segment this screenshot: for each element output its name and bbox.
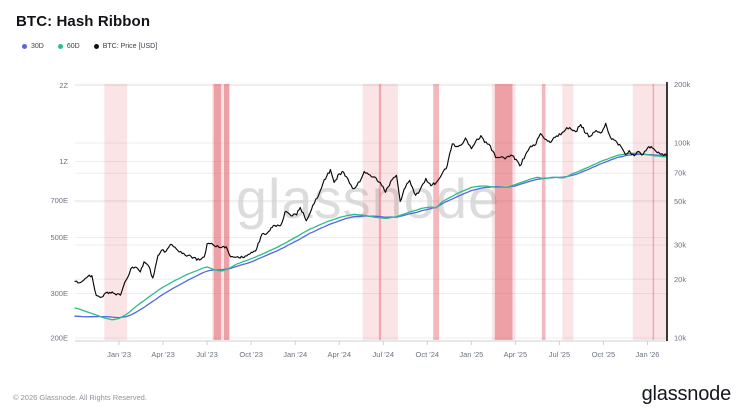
capitulation-band (362, 84, 398, 340)
legend-label-60d: 60D (66, 43, 80, 50)
capitulation-band (541, 84, 546, 340)
x-axis-tick-label: Oct '25 (592, 350, 616, 359)
capitulation-band (632, 84, 667, 340)
right-axis-tick-label: 30k (674, 240, 686, 249)
x-axis-tick-label: Apr '23 (151, 350, 175, 359)
left-axis-labels: 2Z 1Z 700E 500E 300E 200E (50, 81, 68, 343)
capitulation-band (562, 84, 574, 340)
gridlines (75, 83, 667, 339)
capitulation-band (494, 84, 513, 340)
capitulation-band (104, 84, 128, 340)
x-axis-tick-label: Jul '23 (196, 350, 217, 359)
btc-price-line (74, 122, 668, 299)
left-axis-tick-label: 2Z (59, 81, 68, 90)
x-axis-tick-label: Apr '24 (327, 350, 351, 359)
capitulation-band (652, 84, 655, 340)
x-axis-tick-label: Oct '24 (416, 350, 440, 359)
x-axis-tick-label: Jan '24 (283, 350, 307, 359)
x-axis-tick-label: Jan '26 (636, 350, 660, 359)
x-axis-tick-label: Apr '25 (504, 350, 528, 359)
legend-dot-btc-price-icon (93, 44, 99, 49)
page-title: BTC: Hash Ribbon (16, 13, 151, 30)
x-axis-tick-label: Jul '25 (549, 350, 570, 359)
left-axis-tick-label: 700E (50, 196, 68, 205)
legend-item-btc-price[interactable]: BTC: Price [USD] (93, 43, 158, 50)
x-axis-tick-label: Oct '23 (239, 350, 263, 359)
chart-legend: 30D 60D BTC: Price [USD] (22, 43, 157, 50)
x-axis-tick-label: Jan '25 (459, 350, 483, 359)
right-axis-labels: 200k 100k 70k 50k 30k 20k 10k (674, 80, 691, 343)
capitulation-band (224, 84, 230, 340)
legend-label-btc-price: BTC: Price [USD] (102, 43, 158, 50)
right-axis-tick-label: 50k (674, 197, 686, 206)
legend-dot-30d-icon (22, 44, 27, 49)
capitulation-band (491, 84, 516, 340)
capitulation-band (212, 84, 230, 340)
right-axis-tick-label: 70k (674, 169, 686, 178)
left-axis-tick-label: 500E (50, 233, 68, 242)
left-axis-tick-label: 1Z (59, 157, 68, 166)
left-axis-tick-label: 300E (50, 289, 68, 298)
x-axis-tick-label: Jan '23 (107, 350, 131, 359)
legend-item-30d[interactable]: 30D (22, 43, 44, 50)
copyright-text: © 2026 Glassnode. All Rights Reserved. (13, 393, 147, 402)
legend-item-60d[interactable]: 60D (57, 43, 80, 50)
right-axis-tick-label: 100k (674, 139, 691, 148)
right-axis-tick-label: 200k (674, 80, 691, 89)
glassnode-watermark: glassnode (236, 167, 500, 230)
capitulation-band (378, 84, 382, 340)
right-axis-tick-label: 20k (674, 275, 686, 284)
right-axis-tick-label: 10k (674, 334, 686, 343)
x-axis-tick-label: Jul '24 (373, 350, 394, 359)
glassnode-logo: glassnode (641, 383, 732, 405)
capitulation-bands (104, 84, 667, 340)
x-axis-labels: Jan '23 Apr '23 Jul '23 Oct '23 Jan '24 Apr '… (107, 341, 659, 359)
legend-dot-60d-icon (57, 44, 63, 49)
left-axis-tick-label: 200E (50, 334, 68, 343)
capitulation-band (433, 84, 440, 340)
ma-60d-line (74, 152, 668, 321)
legend-label-30d: 30D (31, 43, 44, 50)
capitulation-band (213, 84, 222, 340)
